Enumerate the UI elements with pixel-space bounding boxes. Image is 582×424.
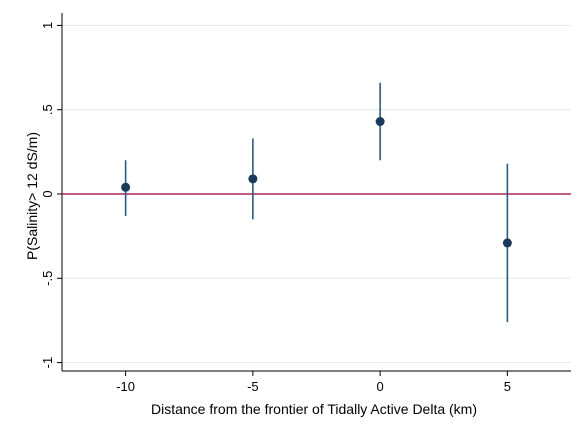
y-tick-label: .5: [40, 104, 55, 115]
y-tick-label: 1: [40, 22, 55, 29]
x-tick-label: 0: [377, 379, 384, 394]
y-tick-label: -.5: [40, 271, 55, 286]
x-tick-label: -10: [116, 379, 135, 394]
point-estimate: [375, 117, 385, 127]
point-estimates: [121, 117, 512, 248]
point-estimate: [121, 182, 131, 192]
y-tick-label: 0: [40, 190, 55, 197]
point-estimate: [502, 238, 512, 248]
axes: [61, 13, 571, 372]
point-estimate: [248, 174, 258, 184]
y-tick-label: -1: [40, 357, 55, 369]
tick-marks: -1 -.5 0 .5 1 -10 -5 0 5: [40, 22, 511, 394]
x-tick-label: 5: [504, 379, 511, 394]
x-tick-label: -5: [247, 379, 259, 394]
y-axis-title: P(Salinity> 12 dS/m): [24, 132, 40, 260]
x-axis-title: Distance from the frontier of Tidally Ac…: [151, 401, 477, 417]
